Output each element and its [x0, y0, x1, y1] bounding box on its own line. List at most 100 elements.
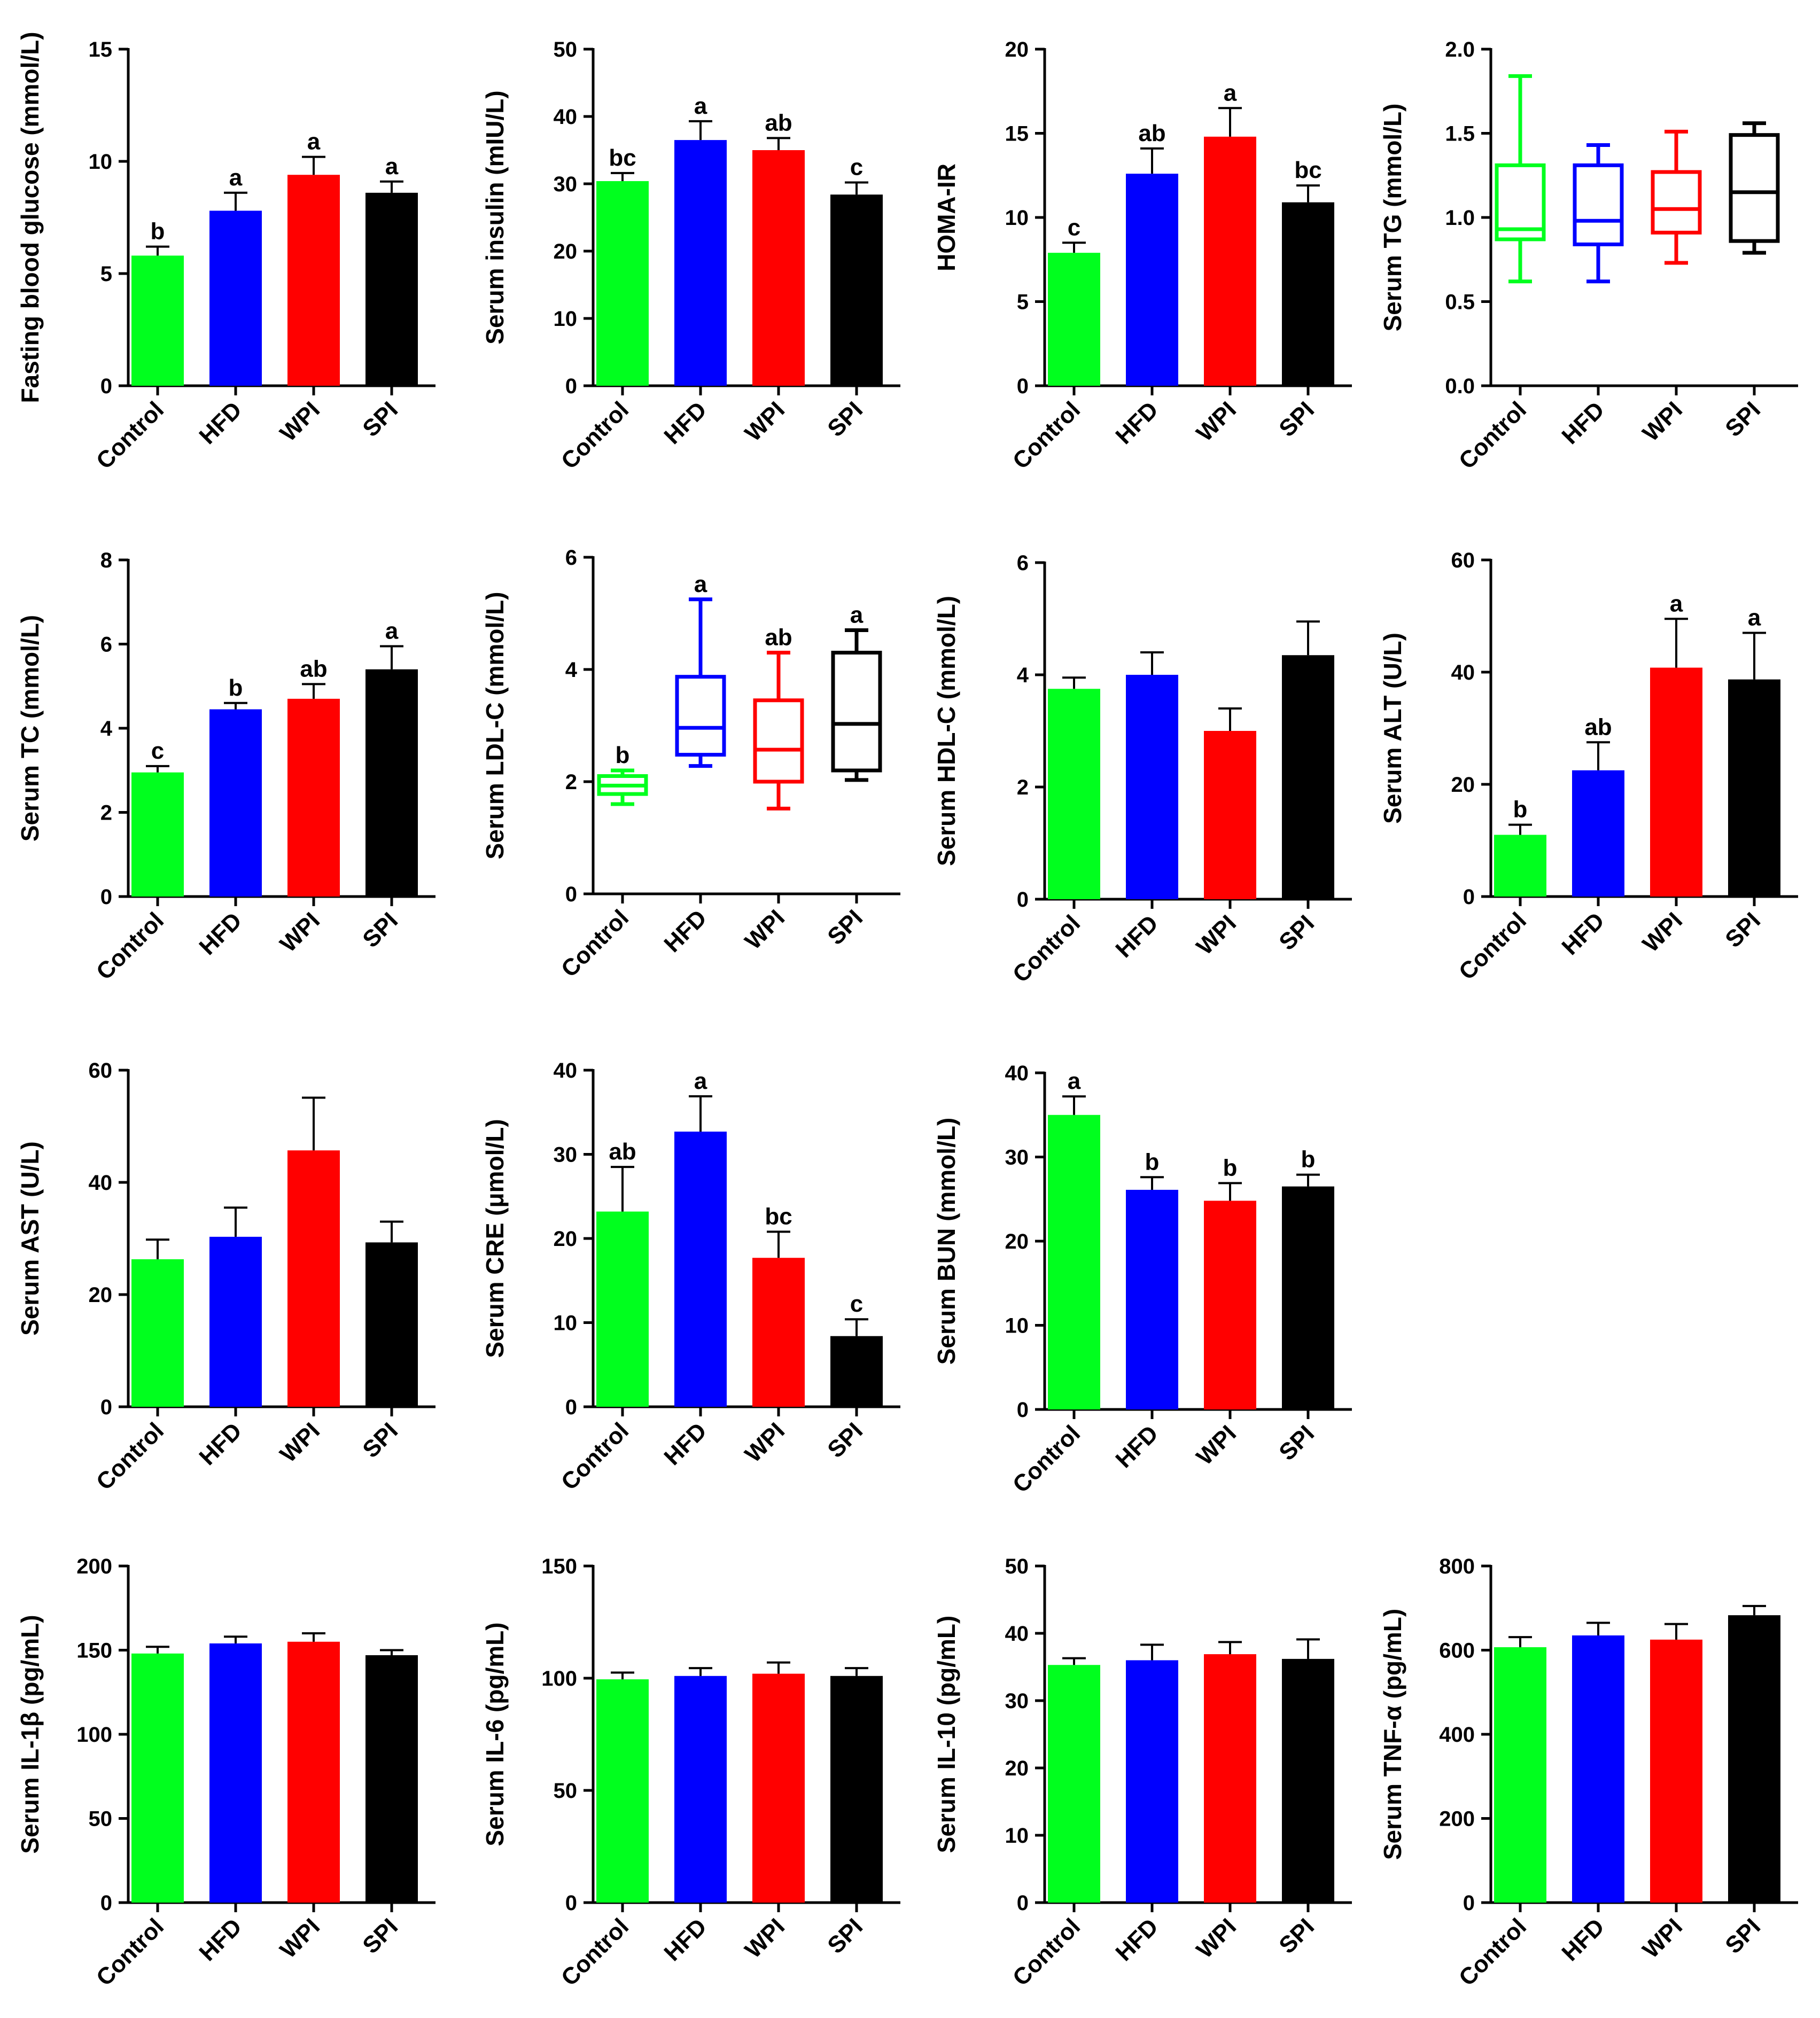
y-axis-label: Serum IL-1β (pg/mL) — [16, 1615, 44, 1853]
bar-hfd — [1126, 675, 1178, 899]
bar-wpi — [752, 150, 805, 386]
bar-hfd — [674, 140, 727, 386]
significance-letter: a — [229, 165, 243, 191]
y-tick-label: 2 — [100, 801, 112, 825]
panel-il6: 0 50 100 150 Serum IL-6 (pg/mL) Control HFD WPI… — [481, 1555, 900, 1991]
x-tick-label: HFD — [659, 905, 712, 957]
significance-letter: a — [1068, 1068, 1081, 1094]
y-tick-label: 30 — [554, 1143, 578, 1167]
y-tick-label: 50 — [554, 1779, 578, 1803]
x-tick-label: SPI — [1720, 907, 1765, 953]
bar-spi — [365, 1242, 418, 1407]
y-tick-label: 100 — [76, 1723, 112, 1747]
y-tick-label: 2.0 — [1445, 38, 1475, 61]
bar-wpi — [1650, 1639, 1702, 1903]
x-tick-label: Control — [1454, 396, 1531, 474]
y-tick-label: 40 — [1005, 1622, 1029, 1646]
panel-hdl: 0 2 4 6 Serum HDL-C (mmol/L) Control HFD WPI SPI — [932, 551, 1352, 988]
bar-spi — [830, 1336, 883, 1407]
panel-ldl: 0 2 4 6 Serum LDL-C (mmol/L) Control HFD WPI SPI… — [481, 546, 900, 983]
bar-control — [596, 181, 649, 386]
significance-letter: bc — [609, 145, 636, 171]
x-tick-label: HFD — [194, 907, 247, 960]
x-tick-label: SPI — [1274, 910, 1319, 955]
bar-spi — [365, 669, 418, 897]
significance-letter: b — [229, 675, 243, 701]
y-tick-label: 40 — [554, 1059, 578, 1082]
bar-hfd — [674, 1131, 727, 1407]
panel-il1b: 0 50 100 150 200 Serum IL-1β (pg/mL) Control HF… — [16, 1555, 435, 1991]
x-tick-label: WPI — [1192, 910, 1241, 960]
x-tick-label: HFD — [1557, 1913, 1609, 1966]
x-tick-label: HFD — [194, 1913, 247, 1966]
y-tick-label: 20 — [1005, 1230, 1029, 1253]
significance-letter: a — [385, 618, 399, 644]
x-tick-label: WPI — [275, 1417, 325, 1467]
y-axis-label: Serum BUN (mmol/L) — [932, 1118, 960, 1365]
x-tick-label: Control — [1454, 907, 1531, 985]
bar-wpi — [287, 1150, 340, 1407]
panel-tg: 0.0 0.5 1.0 1.5 2.0 Serum TG (mmol/L) Control H… — [1379, 38, 1798, 474]
significance-letter: ab — [765, 625, 792, 651]
bar-wpi — [1204, 1201, 1256, 1409]
bar-spi — [1728, 679, 1780, 897]
y-tick-label: 20 — [554, 1227, 578, 1251]
x-tick-label: Control — [1008, 910, 1085, 987]
y-tick-label: 50 — [89, 1807, 113, 1831]
x-tick-label: Control — [1454, 1913, 1531, 1991]
y-tick-label: 0 — [565, 1891, 577, 1915]
x-tick-label: SPI — [822, 905, 868, 950]
panel-tnf: 0 200 400 600 800 Serum TNF-α (pg/mL) Control H… — [1379, 1555, 1798, 1991]
y-tick-label: 0 — [1017, 888, 1029, 911]
panel-cre: 0 10 20 30 40 Serum CRE (μmol/L) Control HFD WPI… — [481, 1059, 900, 1495]
panel-homa: 0 5 10 15 20 HOMA-IR Control HFD WPI SPI c ab a bc — [932, 38, 1352, 474]
y-tick-label: 4 — [565, 658, 578, 682]
x-tick-label: SPI — [822, 396, 868, 442]
y-tick-label: 0 — [565, 883, 577, 906]
bar-wpi — [752, 1258, 805, 1407]
y-tick-label: 6 — [565, 546, 577, 570]
y-tick-label: 800 — [1439, 1555, 1475, 1578]
significance-letter: b — [1513, 797, 1528, 823]
y-axis-label: Serum TNF-α (pg/mL) — [1379, 1609, 1406, 1860]
x-tick-label: WPI — [740, 396, 790, 446]
significance-letter: ab — [1138, 120, 1165, 146]
y-tick-label: 40 — [554, 105, 578, 129]
significance-letter: a — [1670, 590, 1683, 617]
y-tick-label: 600 — [1439, 1639, 1475, 1663]
significance-letter: bc — [765, 1203, 792, 1229]
x-tick-label: WPI — [275, 1913, 325, 1963]
significance-letter: a — [694, 571, 707, 597]
y-tick-label: 4 — [100, 717, 113, 741]
y-tick-label: 0 — [1463, 1891, 1475, 1915]
bar-control — [1494, 1647, 1546, 1903]
bar-control — [1048, 1115, 1100, 1409]
significance-letter: ab — [300, 656, 327, 682]
bar-wpi — [287, 1641, 340, 1903]
panel-il10: 0 10 20 30 40 50 Serum IL-10 (pg/mL) Control HFD… — [932, 1555, 1352, 1991]
y-tick-label: 400 — [1439, 1723, 1475, 1747]
x-tick-label: SPI — [1274, 1913, 1319, 1959]
x-tick-label: Control — [1008, 1420, 1085, 1498]
bar-spi — [1282, 655, 1334, 899]
y-tick-label: 0 — [565, 375, 577, 398]
bar-hfd — [674, 1676, 727, 1903]
y-tick-label: 5 — [100, 262, 112, 286]
y-tick-label: 0.5 — [1445, 291, 1475, 314]
box-hfd — [675, 675, 726, 757]
y-tick-label: 10 — [554, 1312, 578, 1335]
y-axis-label: Serum CRE (μmol/L) — [481, 1119, 509, 1358]
y-axis-label: Serum insulin (mIU/L) — [481, 90, 509, 344]
y-axis-label: HOMA-IR — [932, 163, 960, 271]
x-tick-label: SPI — [357, 1913, 403, 1959]
y-tick-label: 50 — [554, 38, 578, 61]
y-axis-label: Serum IL-10 (pg/mL) — [932, 1616, 960, 1853]
significance-letter: a — [385, 153, 399, 180]
y-tick-label: 1.0 — [1445, 206, 1475, 230]
x-tick-label: WPI — [740, 1913, 790, 1963]
y-tick-label: 6 — [100, 633, 112, 657]
x-tick-label: Control — [1008, 1913, 1085, 1991]
bar-control — [131, 1259, 184, 1407]
significance-letter: c — [850, 1291, 863, 1317]
